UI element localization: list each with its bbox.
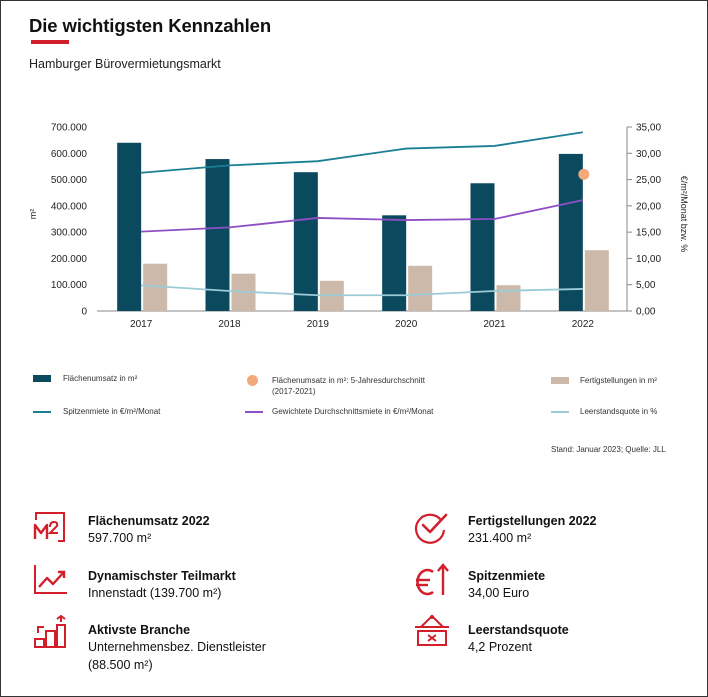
y-tick-label: 200.000	[51, 254, 88, 265]
y-tick-label: 600.000	[51, 149, 88, 160]
y2-tick-label: 35,00	[636, 123, 661, 134]
y2-tick-label: 25,00	[636, 175, 661, 186]
kpi-value-umsatz: 597.700 m²	[88, 531, 152, 545]
y-axis-label: m²	[28, 209, 38, 220]
bar-flaechenumsatz	[117, 142, 142, 311]
kpi-value-leerstand: 4,2 Prozent	[468, 640, 532, 654]
legend-label-leerstand: Leerstandsquote in %	[580, 407, 658, 416]
chart-lines	[141, 131, 590, 297]
bar-steps-icon	[34, 615, 66, 648]
legend-symbol-umsatz	[33, 375, 51, 382]
bar-flaechenumsatz	[558, 153, 583, 311]
kpi-value-fertig: 231.400 m²	[468, 531, 532, 545]
y2-axis-label: €/m²/Monat bzw. %	[679, 176, 689, 253]
kpi-label-umsatz: Flächenumsatz 2022	[88, 514, 210, 528]
line-leerstandsquote	[141, 284, 583, 297]
legend-symbol-spitze	[33, 411, 51, 413]
y2-tick-label: 20,00	[636, 201, 661, 212]
y2-tick-label: 5,00	[636, 280, 656, 291]
y2-tick-label: 0,00	[636, 307, 656, 318]
y-tick-label: 300.000	[51, 228, 88, 239]
kpi-label-leerstand: Leerstandsquote	[468, 623, 569, 637]
y-tick-label: 0	[81, 307, 87, 318]
legend-label-fertig: Fertigstellungen in m²	[580, 376, 657, 385]
legend-symbol-durchschnitt	[245, 411, 263, 413]
y-tick-label: 400.000	[51, 201, 88, 212]
line-spitzenmiete	[141, 131, 583, 174]
y2-tick-label: 10,00	[636, 254, 661, 265]
trend-line-icon	[34, 565, 67, 594]
legend-label-umsatz: Flächenumsatz in m²	[63, 374, 138, 383]
x-tick-label: 2017	[130, 319, 153, 330]
legend-symbol-avg	[247, 375, 258, 386]
kpi-label-fertig: Fertigstellungen 2022	[468, 514, 597, 528]
y-tick-label: 700.000	[51, 123, 88, 134]
y2-tick-label: 30,00	[636, 149, 661, 160]
kpi-label-teilmarkt: Dynamischster Teilmarkt	[88, 569, 236, 583]
title-accent-bar	[31, 40, 69, 44]
bar-fertigstellungen	[496, 285, 521, 311]
euro-up-icon	[416, 563, 449, 596]
legend-symbol-leerstand	[551, 411, 569, 413]
page-subtitle: Hamburger Bürovermietungsmarkt	[29, 57, 221, 71]
y2-tick-label: 15,00	[636, 228, 661, 239]
kpi-label-branche: Aktivste Branche	[88, 623, 191, 637]
x-tick-label: 2021	[483, 319, 506, 330]
bar-flaechenumsatz	[293, 172, 318, 311]
x-tick-label: 2019	[307, 319, 330, 330]
bar-fertigstellungen	[408, 265, 433, 311]
point-5-jahresdurchschnitt	[578, 168, 590, 180]
kpi-value-branche: Unternehmensbez. Dienstleister (88.500 m…	[88, 640, 266, 672]
chart-axes: 0 100.000 200.000 300.000 400.000 500.000 600.…	[51, 123, 662, 331]
bar-flaechenumsatz	[205, 159, 230, 311]
chart: 0 100.000 200.000 300.000 400.000 500.000 600.…	[28, 123, 689, 331]
vacancy-sign-icon	[415, 614, 449, 646]
source-note: Stand: Januar 2023; Quelle: JLL	[551, 445, 666, 454]
bar-fertigstellungen	[584, 250, 609, 311]
kpi-label-spitzenmiete: Spitzenmiete	[468, 569, 546, 583]
bar-flaechenumsatz	[382, 215, 407, 311]
y-tick-label: 100.000	[51, 280, 88, 291]
legend-symbol-fertig	[551, 377, 569, 384]
checkmark-icon	[414, 513, 448, 544]
chart-bars	[117, 142, 609, 311]
bar-flaechenumsatz	[470, 183, 495, 311]
x-tick-label: 2022	[572, 319, 595, 330]
legend-label-avg: Flächenumsatz in m²: 5-Jahresdurchschnit…	[272, 376, 425, 396]
kpi-value-teilmarkt: Innenstadt (139.700 m²)	[88, 586, 222, 600]
x-tick-label: 2020	[395, 319, 418, 330]
legend-label-spitze: Spitzenmiete in €/m²/Monat	[63, 407, 161, 416]
legend-label-durchschnitt: Gewichtete Durchschnittsmiete in €/m²/Mo…	[272, 407, 434, 416]
line-durchschnittsmiete	[141, 199, 584, 233]
m2-icon	[33, 512, 65, 542]
x-tick-label: 2018	[218, 319, 241, 330]
kpi-value-spitzenmiete: 34,00 Euro	[468, 586, 530, 600]
page-title: Die wichtigsten Kennzahlen	[29, 15, 272, 36]
y-tick-label: 500.000	[51, 175, 88, 186]
